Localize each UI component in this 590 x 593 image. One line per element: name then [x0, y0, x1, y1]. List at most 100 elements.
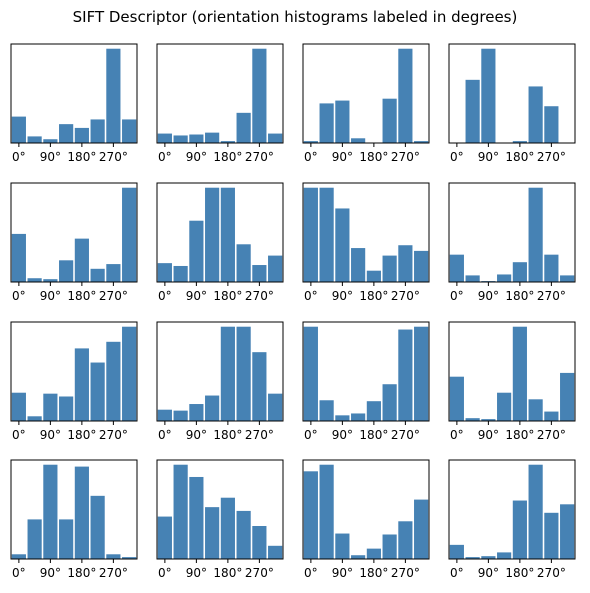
bar-11-270 — [398, 329, 413, 421]
bar-7-270 — [398, 245, 413, 282]
bar-13-90 — [43, 464, 58, 559]
bar-14-45 — [173, 464, 188, 559]
axes-frame-11 — [302, 321, 430, 422]
histogram-panel-6: 0° 90° 180° 270° — [156, 182, 284, 303]
bar-15-45 — [319, 464, 334, 559]
bar-14-180 — [220, 497, 235, 559]
bar-6-315 — [268, 255, 283, 282]
x-tick-label: 270° — [99, 428, 128, 442]
bar-9-225 — [90, 362, 105, 421]
bar-4-270 — [544, 106, 559, 143]
bar-3-315 — [414, 141, 429, 143]
bar-15-180 — [366, 548, 381, 559]
x-tick-label: 180° — [505, 428, 534, 442]
x-tick-label: 180° — [359, 289, 388, 303]
bar-10-45 — [173, 410, 188, 421]
x-tick-label: 0° — [304, 150, 318, 164]
bar-9-315 — [122, 326, 137, 421]
axes-frame-16 — [448, 459, 576, 560]
bar-7-180 — [366, 270, 381, 282]
bar-8-135 — [497, 274, 512, 282]
axes-frame-8 — [448, 182, 576, 283]
bar-9-270 — [106, 341, 121, 421]
x-tick-label: 0° — [12, 428, 26, 442]
bar-11-45 — [319, 400, 334, 421]
bar-15-0 — [303, 471, 318, 559]
histogram-panel-9: 0° 90° 180° 270° — [10, 321, 138, 442]
bar-11-0 — [303, 326, 318, 421]
bar-5-315 — [122, 187, 137, 282]
bar-10-315 — [268, 393, 283, 421]
x-tick-label: 90° — [478, 289, 499, 303]
x-tick-label: 90° — [40, 566, 61, 580]
histogram-panel-16: 0° 90° 180° 270° — [448, 459, 576, 580]
bar-5-135 — [59, 260, 74, 282]
x-tick-label: 90° — [186, 566, 207, 580]
x-tick-label: 180° — [213, 150, 242, 164]
x-tick-label: 270° — [391, 289, 420, 303]
bar-15-135 — [351, 555, 366, 559]
bar-9-180 — [74, 348, 89, 421]
x-tick-label: 90° — [186, 150, 207, 164]
axes-frame-10 — [156, 321, 284, 422]
x-tick-label: 0° — [158, 289, 172, 303]
x-tick-label: 0° — [450, 150, 464, 164]
bar-1-315 — [122, 119, 137, 143]
bar-2-90 — [189, 134, 204, 143]
bar-5-45 — [27, 278, 42, 282]
bar-8-180 — [512, 262, 527, 282]
x-tick-label: 270° — [245, 566, 274, 580]
bar-6-270 — [252, 265, 267, 282]
bar-1-180 — [74, 127, 89, 143]
histogram-panel-10: 0° 90° 180° 270° — [156, 321, 284, 442]
bar-5-0 — [11, 233, 26, 282]
x-tick-label: 180° — [213, 566, 242, 580]
x-tick-label: 0° — [304, 566, 318, 580]
bar-2-180 — [220, 141, 235, 143]
bar-4-45 — [465, 79, 480, 143]
bar-16-135 — [497, 552, 512, 559]
histogram-grid: 0° 90° 180° 270° 0° 90° 180° 270° 0° 90° 180° 270° 0… — [10, 43, 576, 580]
x-tick-label: 270° — [537, 150, 566, 164]
bar-2-315 — [268, 133, 283, 143]
x-tick-label: 270° — [245, 289, 274, 303]
bar-7-225 — [382, 255, 397, 282]
bar-15-90 — [335, 533, 350, 559]
bar-8-315 — [560, 275, 575, 282]
x-tick-label: 270° — [391, 566, 420, 580]
x-tick-label: 0° — [12, 289, 26, 303]
bar-1-0 — [11, 116, 26, 143]
bar-14-90 — [189, 476, 204, 559]
bar-7-45 — [319, 187, 334, 282]
x-tick-label: 180° — [213, 289, 242, 303]
axes-frame-14 — [156, 459, 284, 560]
x-tick-label: 180° — [359, 428, 388, 442]
x-tick-label: 90° — [186, 289, 207, 303]
bar-15-315 — [414, 499, 429, 559]
bar-2-270 — [252, 48, 267, 143]
bar-10-180 — [220, 326, 235, 421]
x-tick-label: 90° — [332, 566, 353, 580]
x-tick-label: 270° — [391, 428, 420, 442]
bar-14-315 — [268, 545, 283, 559]
bar-9-0 — [11, 392, 26, 421]
bar-10-225 — [236, 326, 251, 421]
bar-8-45 — [465, 275, 480, 282]
x-tick-label: 90° — [478, 150, 499, 164]
bar-8-0 — [449, 254, 464, 282]
axes-frame-6 — [156, 182, 284, 283]
bar-14-135 — [205, 507, 220, 559]
bar-12-135 — [497, 392, 512, 421]
bar-12-0 — [449, 376, 464, 421]
bar-12-45 — [465, 418, 480, 421]
bar-11-315 — [414, 326, 429, 421]
x-tick-label: 0° — [12, 150, 26, 164]
bar-9-90 — [43, 393, 58, 421]
bar-16-180 — [512, 500, 527, 559]
bar-16-225 — [528, 464, 543, 559]
bar-5-90 — [43, 279, 58, 282]
x-tick-label: 180° — [359, 150, 388, 164]
bar-6-90 — [189, 220, 204, 282]
histogram-panel-5: 0° 90° 180° 270° — [10, 182, 138, 303]
